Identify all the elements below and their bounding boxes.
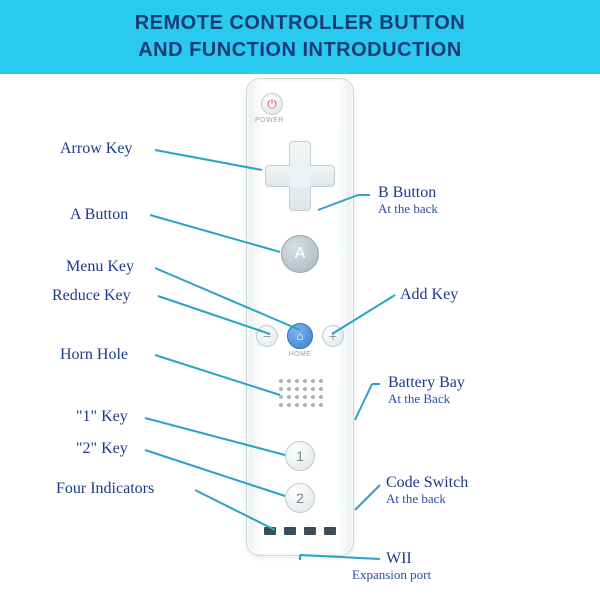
- callout-two-key: "2" Key: [76, 440, 128, 458]
- callout-menu-key: Menu Key: [66, 258, 134, 276]
- plus-button: +: [322, 325, 344, 347]
- callout-reduce-key: Reduce Key: [52, 287, 131, 305]
- header-banner: REMOTE CONTROLLER BUTTON AND FUNCTION IN…: [0, 0, 600, 74]
- callout-battery-bay-sub: At the Back: [388, 391, 450, 407]
- callout-arrow-key: Arrow Key: [60, 140, 132, 158]
- power-button: ⏻: [261, 93, 283, 115]
- led-indicators: [264, 527, 336, 535]
- home-button: ⌂: [287, 323, 313, 349]
- callout-b-button: B Button: [378, 184, 436, 202]
- callout-code-switch-sub: At the back: [386, 491, 446, 507]
- callout-horn-hole: Horn Hole: [60, 346, 128, 364]
- a-button: A: [281, 235, 319, 273]
- dpad: [265, 141, 335, 211]
- callout-battery-bay: Battery Bay: [388, 374, 465, 392]
- callout-add-key: Add Key: [400, 286, 458, 304]
- header-line-1: REMOTE CONTROLLER BUTTON: [0, 12, 600, 35]
- minus-home-plus-row: − ⌂ +: [247, 323, 353, 349]
- callout-code-switch: Code Switch: [386, 474, 468, 492]
- callout-a-button: A Button: [70, 206, 128, 224]
- one-button: 1: [285, 441, 315, 471]
- speaker-grille: [279, 379, 321, 407]
- callout-b-button-sub: At the back: [378, 201, 438, 217]
- remote-body: ⏻ POWER A − ⌂ + HOME 1 2: [246, 78, 354, 556]
- callout-wii: WII: [386, 550, 412, 568]
- callout-four-indicators: Four Indicators: [56, 480, 154, 498]
- two-button: 2: [285, 483, 315, 513]
- header-line-2: AND FUNCTION INTRODUCTION: [0, 39, 600, 62]
- callout-wii-sub: Expansion port: [352, 567, 431, 583]
- callout-one-key: "1" Key: [76, 408, 128, 426]
- minus-button: −: [256, 325, 278, 347]
- home-label: HOME: [247, 351, 353, 358]
- dpad-center: [289, 165, 311, 187]
- power-label: POWER: [255, 117, 284, 124]
